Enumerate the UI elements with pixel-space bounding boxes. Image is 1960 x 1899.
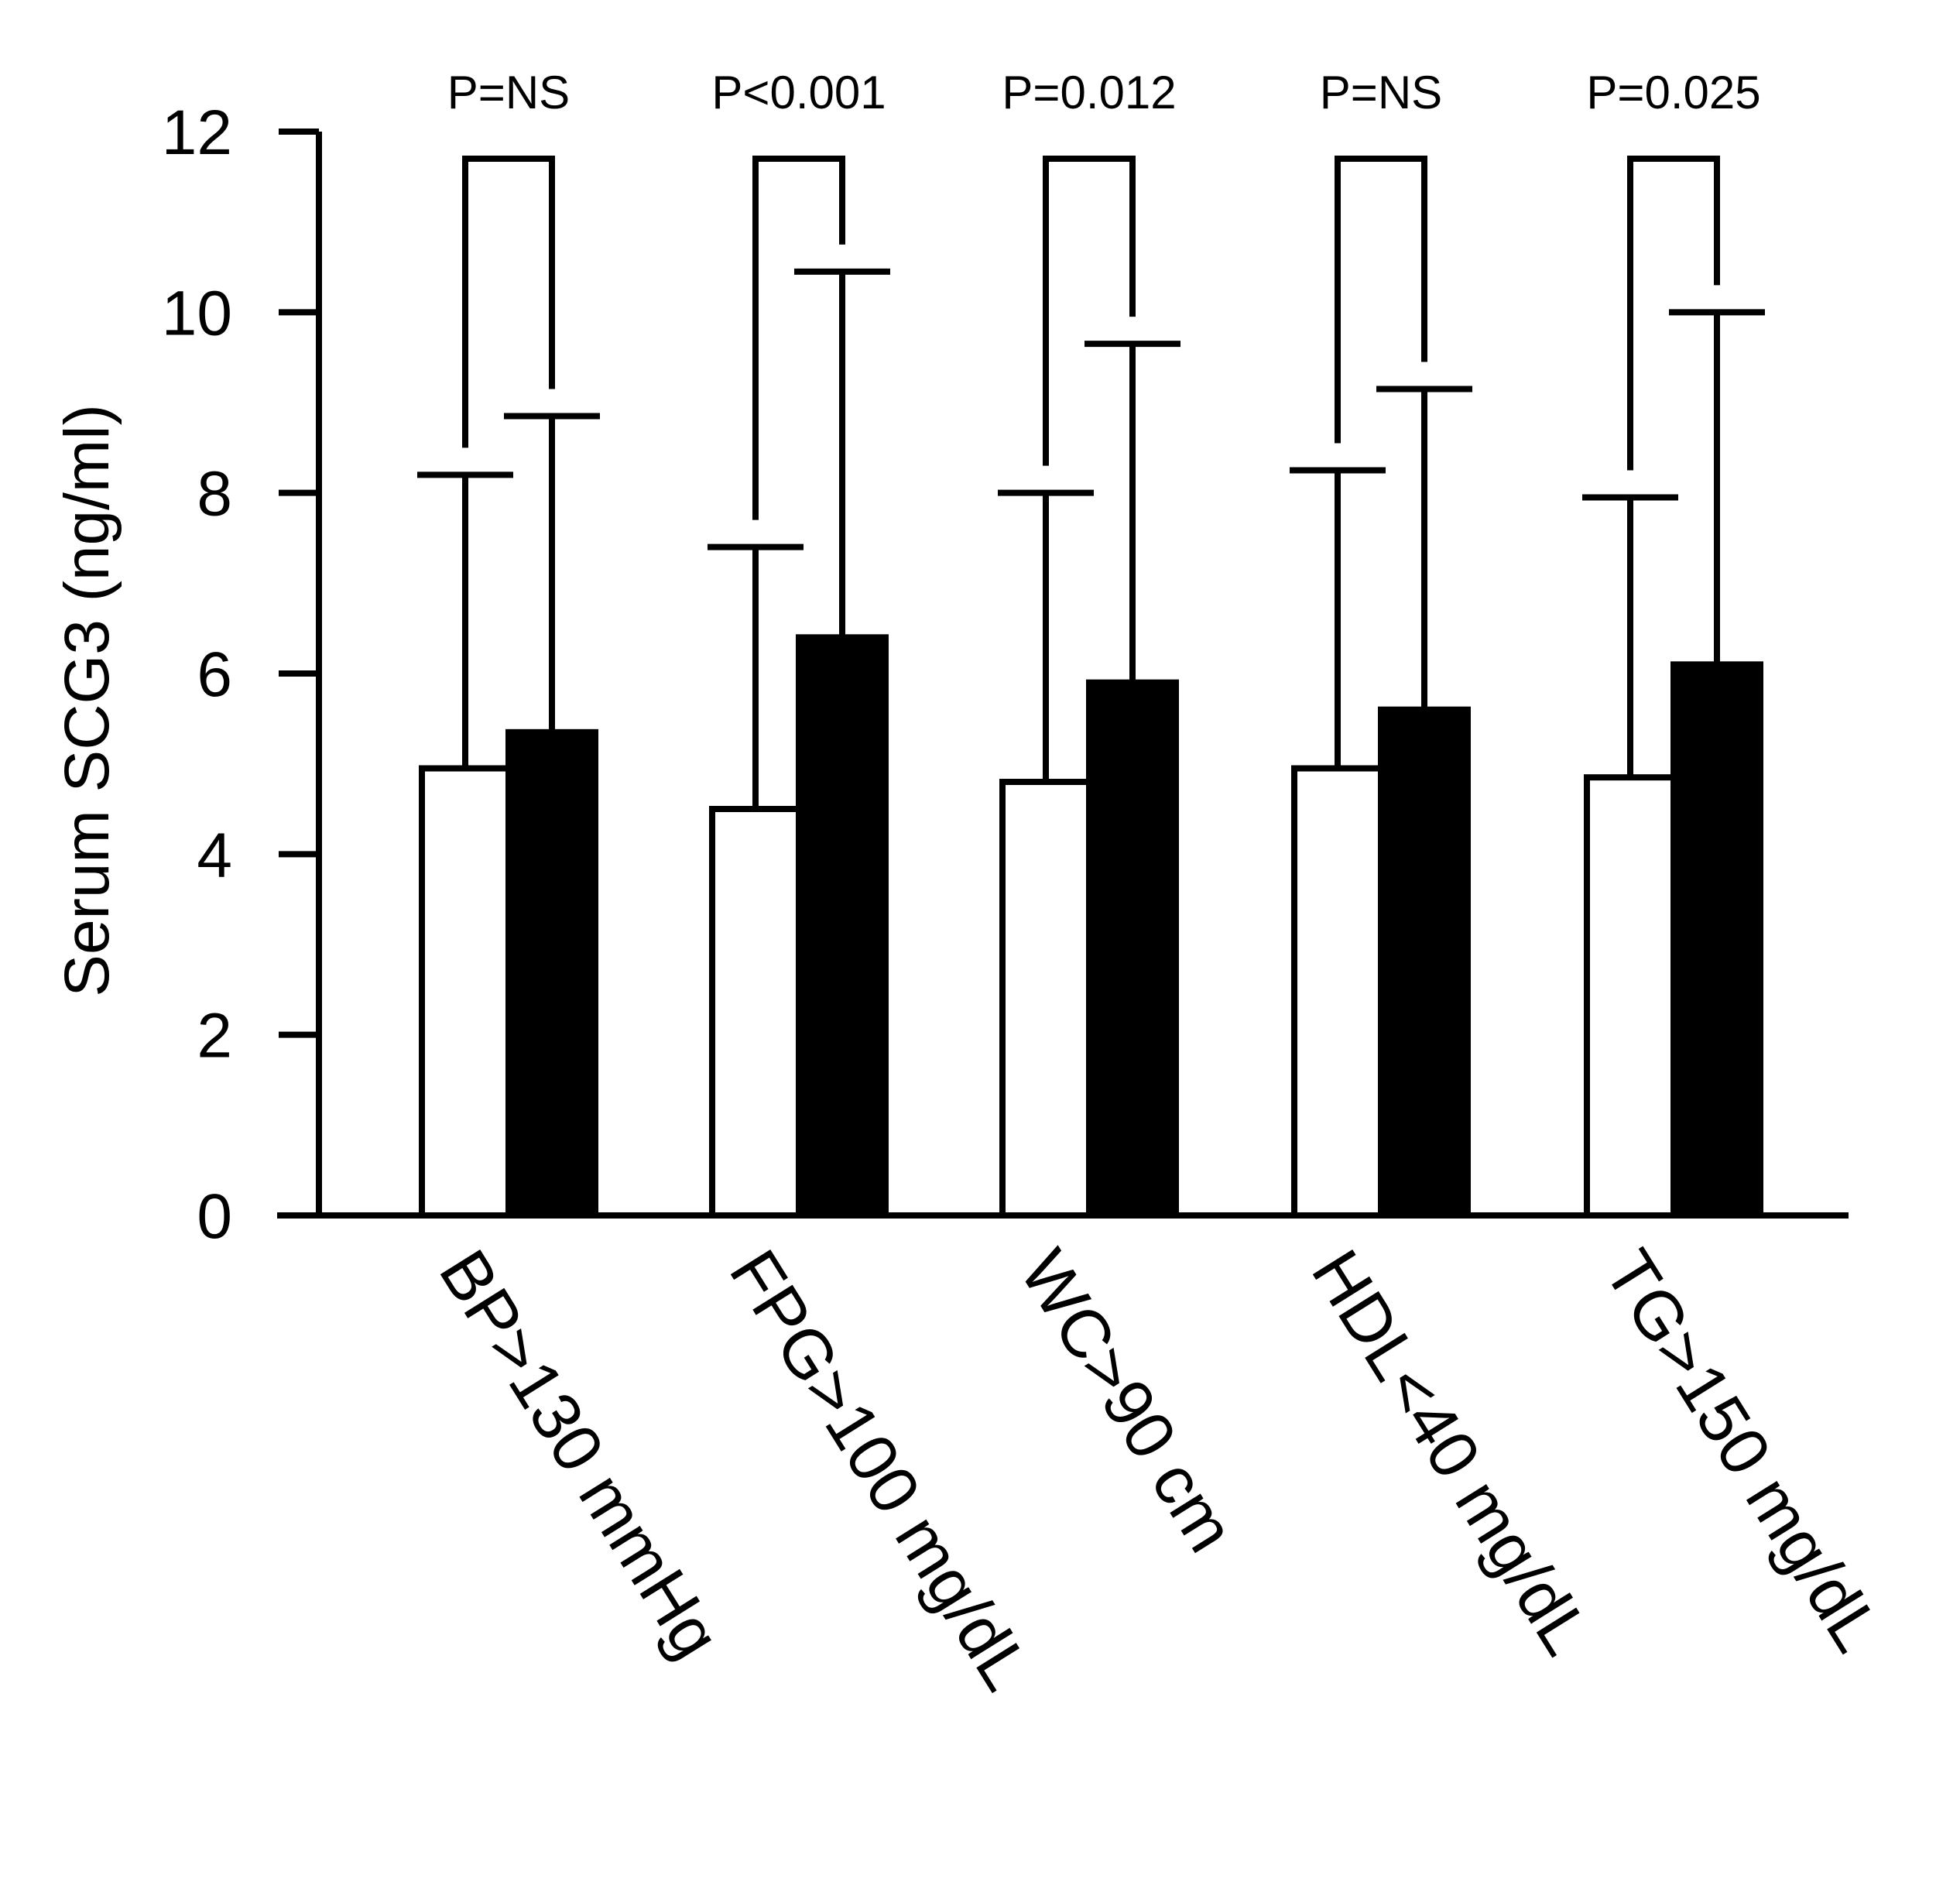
y-tick-label-2: 2 <box>197 1001 232 1071</box>
category-label-1: BP>130 mmHg <box>425 1237 735 1671</box>
y-tick-label-0: 0 <box>197 1181 232 1252</box>
bar-present-3 <box>1086 679 1179 1219</box>
y-tick-label-8: 8 <box>197 459 232 530</box>
bar-present-2 <box>796 634 889 1219</box>
y-ticks: 0 2 4 6 8 10 12 <box>162 98 319 1252</box>
significance-bracket-1 <box>462 156 555 448</box>
y-axis-title: Serum SCG3 (ng/ml) <box>52 404 122 997</box>
category-label-3: WC>90 cm <box>1006 1237 1250 1565</box>
y-tick-label-10: 10 <box>162 278 232 348</box>
y-tick-label-4: 4 <box>197 820 232 890</box>
p-value-label-2: P<0.001 <box>711 67 886 118</box>
bar-absent-1 <box>419 765 512 1219</box>
category-label-4: HDL<40 mg/dL <box>1297 1237 1606 1668</box>
bar-absent-2 <box>709 806 802 1219</box>
significance-bracket-4 <box>1335 156 1427 444</box>
significance-bracket-3 <box>1043 156 1136 466</box>
bar-absent-5 <box>1584 774 1677 1219</box>
p-value-label-1: P=NS <box>447 67 570 118</box>
significance-brackets <box>462 156 1720 520</box>
bar-absent-4 <box>1291 765 1384 1219</box>
bars <box>419 634 1763 1219</box>
y-tick-label-6: 6 <box>197 639 232 710</box>
error-bars <box>417 268 1765 809</box>
category-label-2: FPG>100 mg/dL <box>715 1237 1046 1703</box>
p-value-label-3: P=0.012 <box>1002 67 1176 118</box>
category-label-5: TG>150 mg/dL <box>1590 1237 1897 1664</box>
y-tick-label-12: 12 <box>162 98 232 168</box>
bar-absent-3 <box>999 779 1092 1219</box>
significance-bracket-2 <box>752 156 845 520</box>
p-value-label-4: P=NS <box>1320 67 1442 118</box>
p-value-label-5: P=0.025 <box>1586 67 1760 118</box>
bar-present-4 <box>1378 706 1471 1219</box>
significance-bracket-5 <box>1627 156 1720 471</box>
bar-present-1 <box>505 728 598 1219</box>
bar-present-5 <box>1670 661 1763 1219</box>
